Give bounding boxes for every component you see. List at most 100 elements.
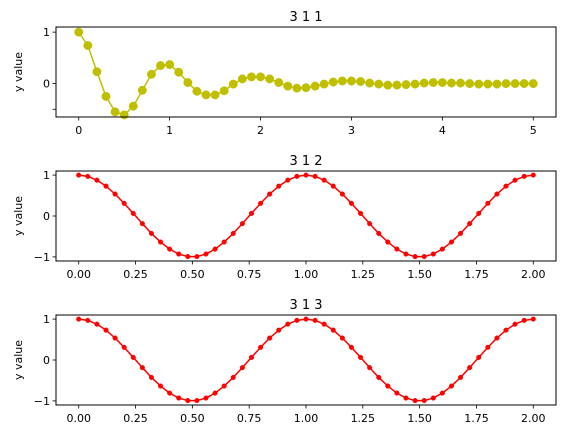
data-point bbox=[403, 395, 409, 401]
plot-title: 3 1 1 bbox=[289, 10, 322, 25]
x-tick-label: 1.50 bbox=[407, 412, 432, 425]
data-point bbox=[410, 79, 420, 89]
data-point bbox=[367, 365, 373, 371]
data-point bbox=[376, 374, 382, 380]
data-point bbox=[401, 80, 411, 90]
data-point bbox=[303, 172, 309, 178]
data-point bbox=[167, 246, 173, 252]
data-point bbox=[128, 101, 138, 111]
x-tick-label: 0.00 bbox=[66, 268, 91, 281]
data-point bbox=[239, 365, 245, 371]
data-point bbox=[348, 344, 355, 350]
data-point bbox=[330, 327, 336, 333]
data-point bbox=[176, 251, 182, 257]
data-point bbox=[292, 83, 302, 93]
data-point bbox=[501, 79, 511, 89]
x-tick-label: 1.25 bbox=[351, 268, 376, 281]
data-point bbox=[239, 221, 245, 227]
data-point bbox=[430, 251, 436, 257]
data-point bbox=[458, 230, 464, 236]
data-point bbox=[348, 200, 355, 206]
data-point bbox=[94, 321, 100, 327]
data-point bbox=[367, 221, 373, 227]
y-tick-label: 0 bbox=[43, 354, 50, 367]
y-tick-label: 1 bbox=[43, 169, 50, 182]
data-point bbox=[476, 354, 482, 360]
data-point bbox=[456, 78, 465, 88]
data-point bbox=[185, 398, 191, 404]
data-point bbox=[512, 321, 518, 327]
data-point bbox=[110, 107, 120, 117]
data-point bbox=[467, 221, 473, 227]
data-point bbox=[158, 239, 164, 245]
data-point bbox=[92, 67, 102, 77]
data-point bbox=[119, 110, 129, 120]
data-point bbox=[230, 230, 236, 236]
data-point bbox=[194, 254, 200, 260]
data-point bbox=[430, 395, 436, 401]
data-point bbox=[258, 200, 264, 206]
axes-frame bbox=[55, 314, 557, 406]
data-point bbox=[285, 321, 291, 327]
data-point bbox=[312, 317, 318, 323]
x-tick-label: 4 bbox=[439, 124, 446, 137]
x-tick-label: 2.00 bbox=[521, 268, 546, 281]
data-point bbox=[439, 246, 445, 252]
data-point bbox=[437, 78, 447, 87]
x-tick-label: 0.25 bbox=[123, 268, 148, 281]
axes-frame bbox=[55, 170, 557, 262]
data-point bbox=[394, 246, 400, 252]
data-point bbox=[139, 365, 145, 371]
x-tick-label: 0 bbox=[75, 124, 82, 137]
data-point bbox=[512, 177, 518, 183]
x-tick-label: 3 bbox=[348, 124, 355, 137]
data-point bbox=[337, 76, 347, 86]
data-point bbox=[421, 254, 427, 260]
x-tick-label: 1.00 bbox=[294, 412, 319, 425]
subplot-2: 3 1 2 y value 0.00 0.25 0.50 0.75 1.00 1.25 1.50… bbox=[12, 154, 557, 281]
data-point bbox=[339, 335, 345, 341]
data-point bbox=[83, 41, 93, 50]
data-point bbox=[347, 76, 356, 86]
data-point bbox=[494, 335, 500, 341]
data-point bbox=[467, 365, 473, 371]
data-point bbox=[439, 390, 445, 396]
data-point bbox=[203, 395, 209, 401]
data-point bbox=[201, 90, 211, 100]
data-point bbox=[247, 72, 256, 82]
y-tick-label: 1 bbox=[43, 26, 50, 39]
data-point bbox=[403, 251, 409, 257]
data-point bbox=[221, 239, 227, 245]
data-point bbox=[274, 78, 284, 87]
x-tick-label: 0.50 bbox=[180, 268, 205, 281]
data-point bbox=[148, 374, 154, 380]
subplot-3: 3 1 3 y value 0.00 0.25 0.50 0.75 1.00 1.25 1.50… bbox=[12, 298, 557, 425]
data-point bbox=[76, 316, 82, 322]
series-line bbox=[78, 174, 534, 258]
data-point bbox=[294, 317, 300, 323]
data-point bbox=[94, 177, 100, 183]
x-tick-label: 1.75 bbox=[464, 412, 489, 425]
plot-title: 3 1 3 bbox=[289, 298, 322, 313]
data-point bbox=[519, 79, 529, 89]
y-axis-label: y value bbox=[12, 196, 25, 236]
data-point bbox=[230, 374, 236, 380]
data-point bbox=[210, 90, 220, 100]
data-point bbox=[412, 254, 418, 260]
data-point bbox=[85, 317, 91, 323]
data-point bbox=[448, 383, 455, 389]
data-point bbox=[103, 183, 109, 189]
data-point bbox=[248, 354, 254, 360]
data-point bbox=[101, 91, 111, 101]
data-point bbox=[365, 78, 375, 88]
data-point bbox=[330, 183, 336, 189]
plot-title: 3 1 2 bbox=[289, 154, 322, 169]
data-point bbox=[492, 79, 502, 89]
data-point bbox=[312, 173, 318, 179]
data-point bbox=[212, 246, 218, 252]
data-point bbox=[185, 254, 191, 260]
data-point bbox=[428, 78, 438, 87]
data-point bbox=[321, 177, 327, 183]
data-point bbox=[385, 239, 391, 245]
data-point bbox=[165, 60, 175, 69]
